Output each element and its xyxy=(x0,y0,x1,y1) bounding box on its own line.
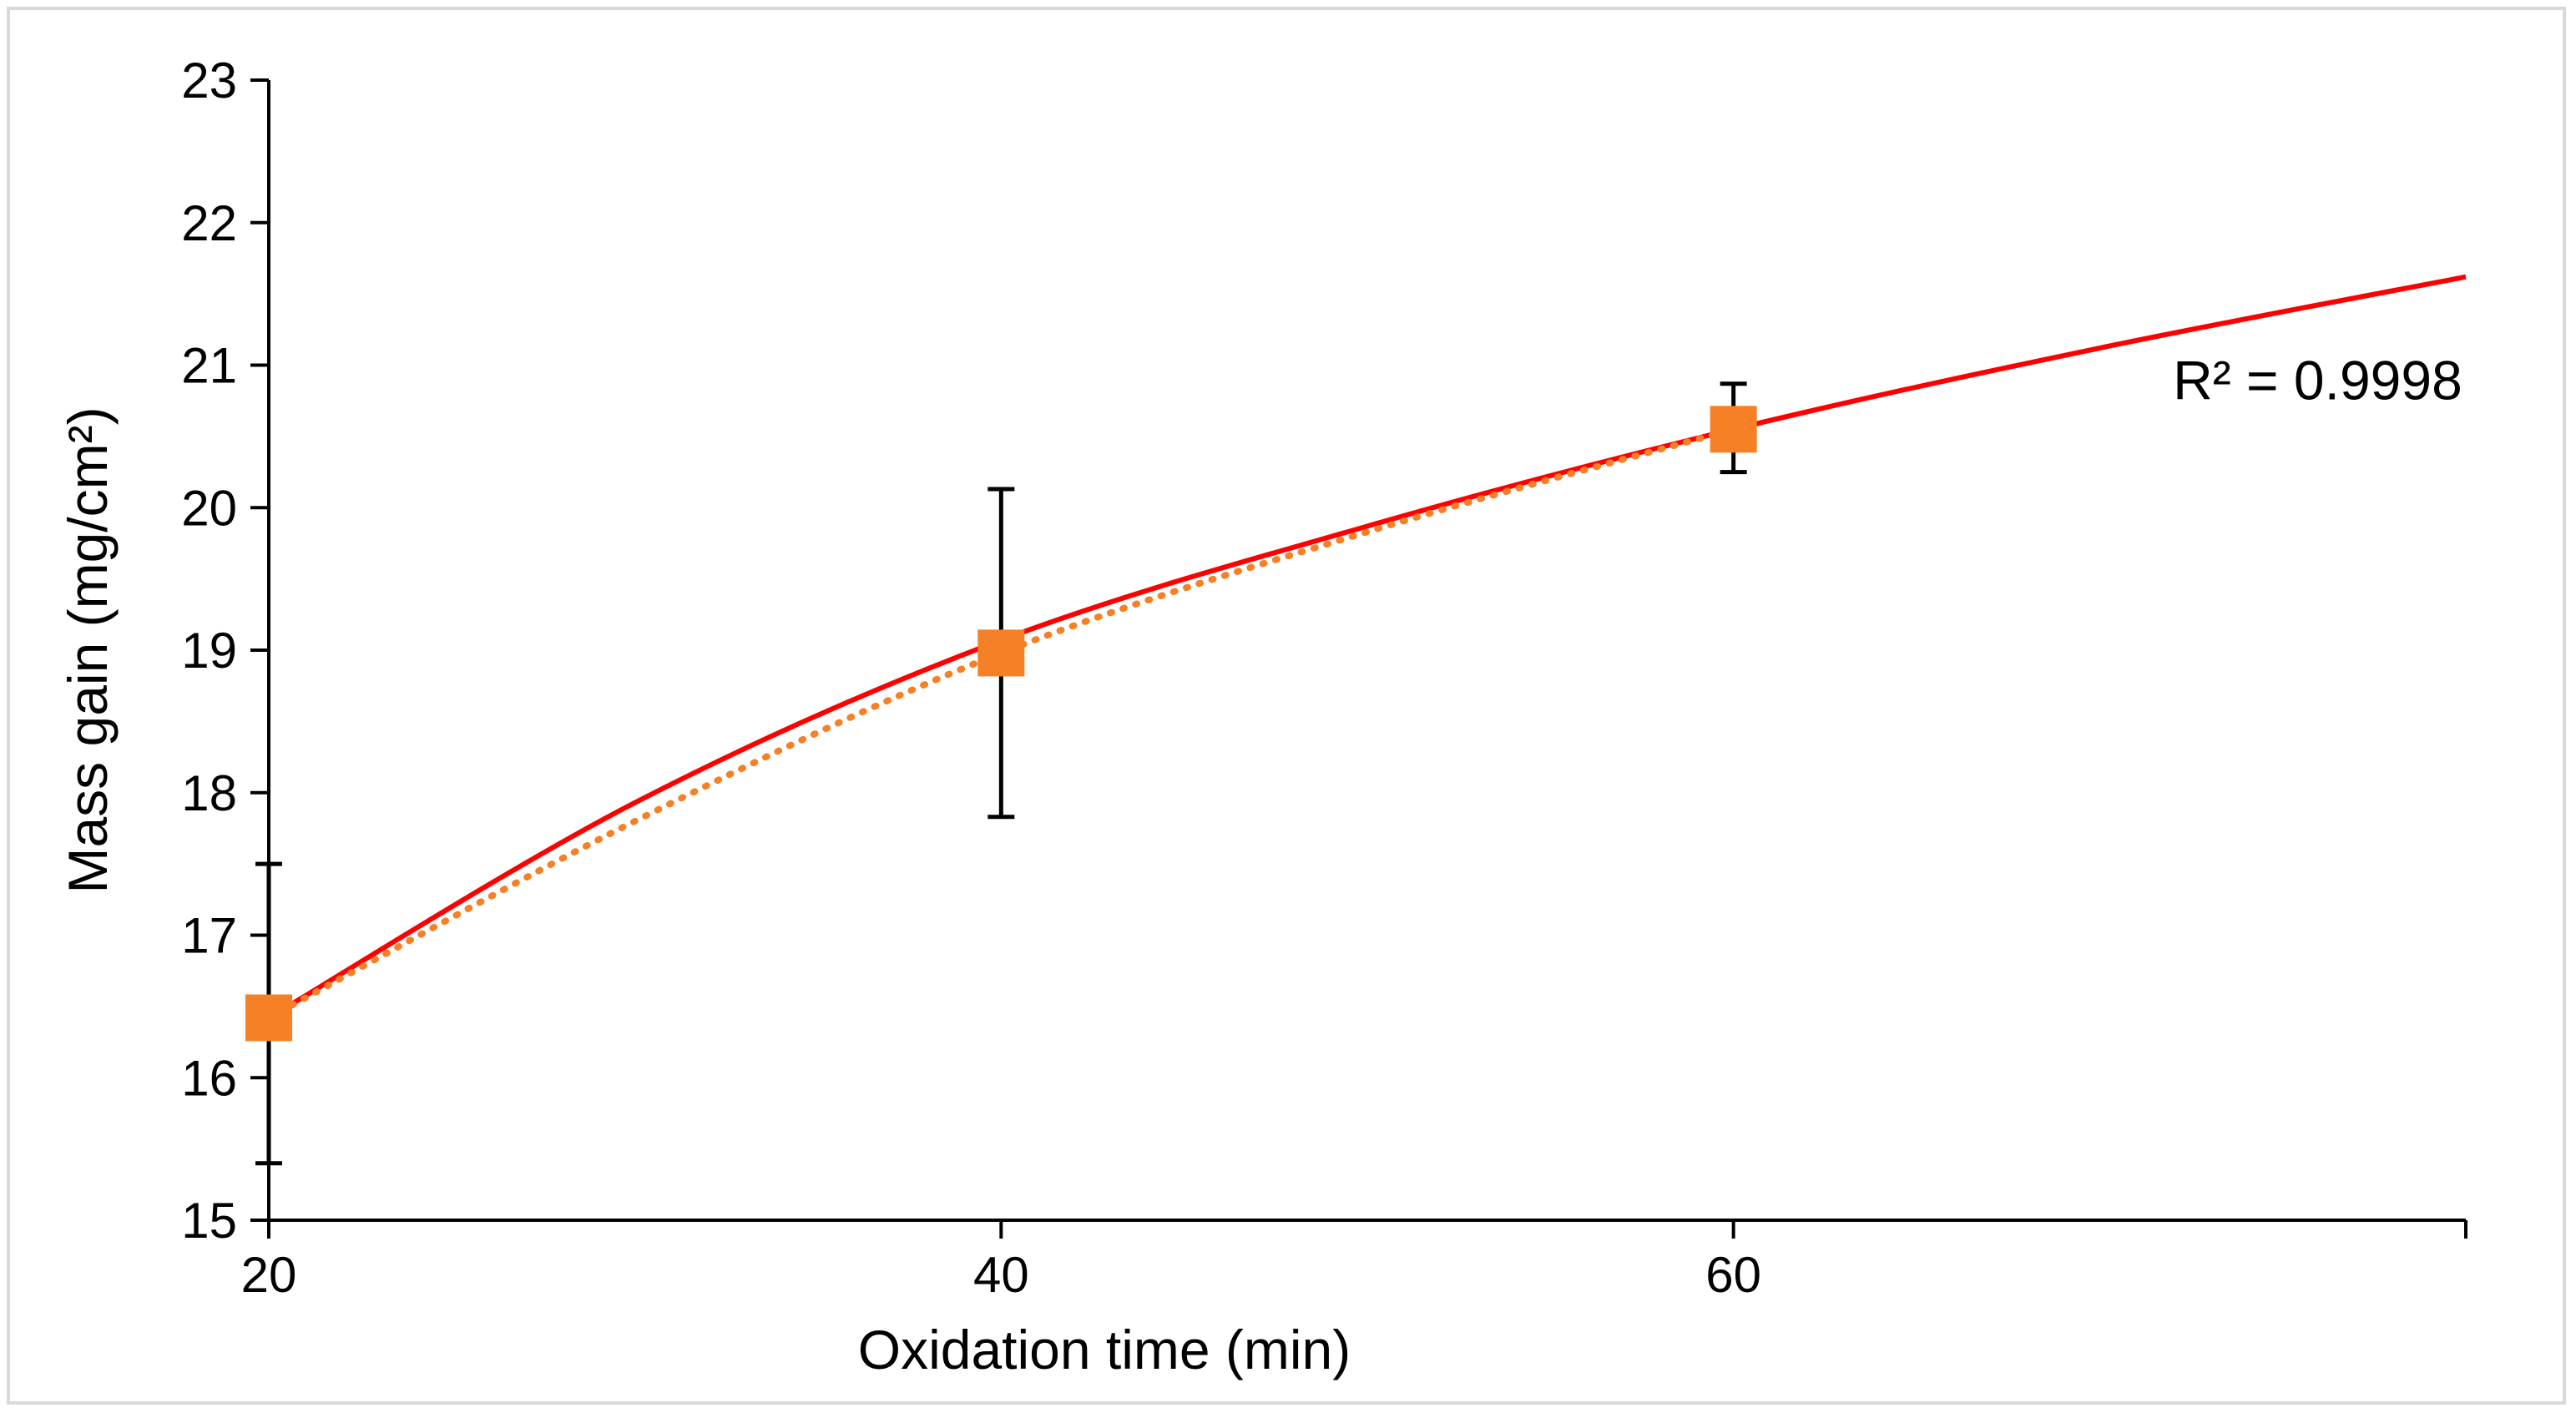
y-tick-label: 21 xyxy=(181,338,237,394)
y-tick-label: 17 xyxy=(181,908,237,964)
y-tick-label: 22 xyxy=(181,195,237,251)
y-tick-label: 20 xyxy=(181,480,237,536)
axes: 15 16 17 18 19 20 21 22 23 20 40 60 xyxy=(181,53,2467,1303)
r-squared-annotation: R² = 0.9998 xyxy=(2173,350,2462,411)
x-axis-title: Oxidation time (min) xyxy=(858,1319,1351,1380)
error-bars xyxy=(255,381,1747,1166)
data-point-marker xyxy=(977,629,1025,677)
x-tick-label: 60 xyxy=(1705,1247,1761,1303)
y-tick-label: 15 xyxy=(181,1193,237,1249)
y-tick-label: 16 xyxy=(181,1050,237,1106)
chart-frame xyxy=(7,7,2566,1405)
labels: Oxidation time (min) Mass gain (mg/cm²) … xyxy=(57,350,2462,1380)
fit-curves xyxy=(265,274,2467,1022)
x-tick-label: 40 xyxy=(973,1247,1029,1303)
y-tick-label: 18 xyxy=(181,765,237,821)
y-tick-label: 23 xyxy=(181,53,237,108)
data-point-marker xyxy=(245,994,292,1042)
y-tick-label: 19 xyxy=(181,623,237,679)
power-fit-curve xyxy=(267,274,2467,1021)
data-point-marker xyxy=(1710,406,1757,453)
x-tick-label: 20 xyxy=(241,1247,297,1303)
y-axis-title: Mass gain (mg/cm²) xyxy=(57,406,119,893)
data-points xyxy=(245,406,1757,1042)
